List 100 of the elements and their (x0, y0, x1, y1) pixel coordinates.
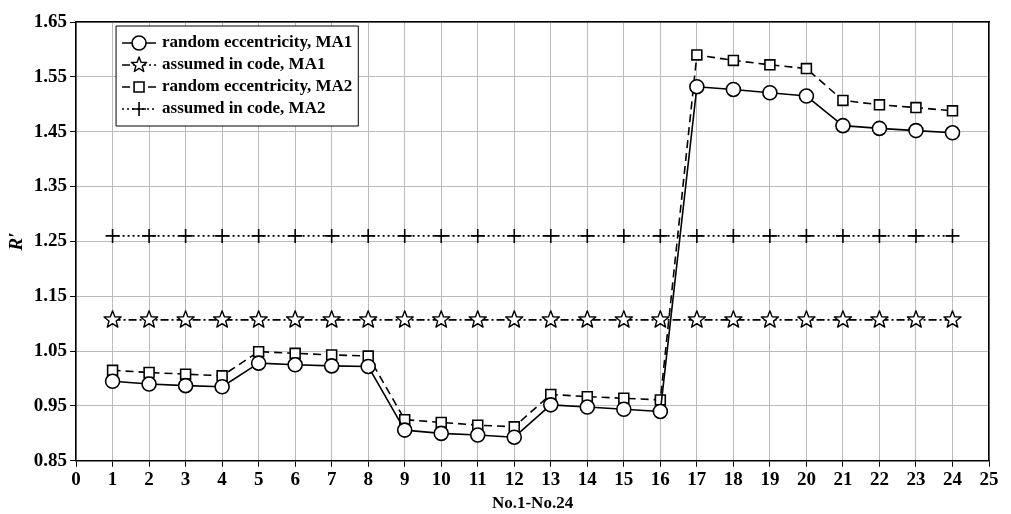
point (944, 125, 961, 141)
point (579, 228, 596, 244)
y-tick-label: 1.65 (33, 9, 68, 31)
point (906, 310, 926, 328)
point (689, 78, 705, 95)
point (506, 228, 523, 244)
point (396, 228, 413, 244)
y-axis-title: R′ (5, 232, 27, 252)
point (687, 310, 707, 328)
point (870, 310, 889, 328)
point (614, 310, 634, 328)
point (506, 429, 523, 446)
point (433, 228, 450, 244)
y-tick-label: 1.05 (33, 339, 68, 361)
point (835, 228, 851, 244)
x-tick-label: 3 (180, 468, 191, 490)
x-tick-label: 8 (363, 468, 373, 490)
point (764, 59, 776, 71)
point (691, 49, 703, 61)
point (212, 310, 232, 328)
point (798, 88, 815, 104)
point (578, 310, 597, 328)
point (505, 310, 524, 328)
point (833, 310, 853, 328)
point (762, 84, 778, 101)
point (141, 376, 157, 392)
x-tick-label: 12 (504, 468, 524, 490)
point (431, 310, 451, 328)
x-tick-label: 1 (107, 468, 118, 490)
point (837, 94, 849, 107)
x-tick-label: 6 (290, 468, 300, 490)
point (433, 425, 450, 442)
y-tick-label: 1.45 (33, 119, 68, 141)
x-tick-label: 25 (979, 468, 999, 490)
y-tick-label: 0.85 (33, 448, 68, 470)
point (871, 120, 888, 137)
point (323, 228, 340, 244)
x-tick-label: 11 (468, 468, 487, 490)
point (395, 310, 414, 328)
point (141, 228, 157, 244)
x-tick-label: 2 (144, 468, 154, 490)
legend-label: assumed in code, MA1 (162, 54, 326, 74)
x-tick-label: 17 (687, 468, 707, 490)
point (579, 399, 596, 415)
point (287, 357, 303, 373)
point (143, 366, 155, 379)
point (177, 377, 194, 394)
point (910, 101, 922, 114)
x-tick-label: 0 (71, 468, 81, 490)
x-tick-label: 9 (399, 468, 410, 490)
point (873, 99, 886, 111)
point (651, 310, 670, 328)
x-tick-label: 16 (650, 468, 670, 490)
point (103, 310, 122, 328)
point (468, 310, 488, 328)
point (214, 228, 230, 244)
point (798, 228, 815, 244)
point (762, 228, 778, 244)
x-tick-label: 19 (760, 468, 780, 490)
point (652, 228, 669, 244)
point (725, 228, 742, 244)
point (360, 228, 376, 244)
y-tick-label: 1.15 (33, 284, 68, 306)
x-tick-label: 14 (577, 468, 598, 490)
x-tick-label: 24 (942, 468, 963, 490)
point (727, 54, 740, 67)
point (652, 403, 669, 420)
x-tick-label: 4 (217, 468, 228, 490)
x-tick-label: 10 (431, 468, 451, 490)
legend-label: assumed in code, MA2 (162, 98, 326, 118)
x-tick-label: 21 (833, 468, 853, 490)
point (287, 228, 303, 244)
point (616, 401, 632, 418)
point (323, 358, 340, 374)
x-tick-label: 20 (796, 468, 816, 490)
point (689, 228, 705, 244)
point (396, 422, 413, 438)
point (908, 122, 924, 139)
point (176, 310, 195, 328)
point (104, 373, 121, 390)
point (214, 378, 230, 395)
point (469, 228, 486, 244)
x-tick-label: 13 (541, 468, 561, 490)
point (322, 310, 341, 328)
y-tick-label: 1.35 (33, 174, 68, 196)
point (250, 228, 267, 244)
point (800, 62, 813, 75)
point (724, 310, 743, 328)
point (943, 310, 962, 328)
point (908, 228, 924, 244)
point (358, 310, 378, 328)
point (360, 358, 376, 375)
y-tick-label: 0.95 (33, 393, 68, 415)
point (469, 427, 486, 443)
point (946, 105, 959, 117)
x-tick-label: 15 (614, 468, 634, 490)
point (285, 310, 305, 328)
x-tick-label: 18 (723, 468, 743, 490)
point (541, 310, 561, 328)
legend-label: random eccentricity, MA2 (162, 76, 353, 96)
